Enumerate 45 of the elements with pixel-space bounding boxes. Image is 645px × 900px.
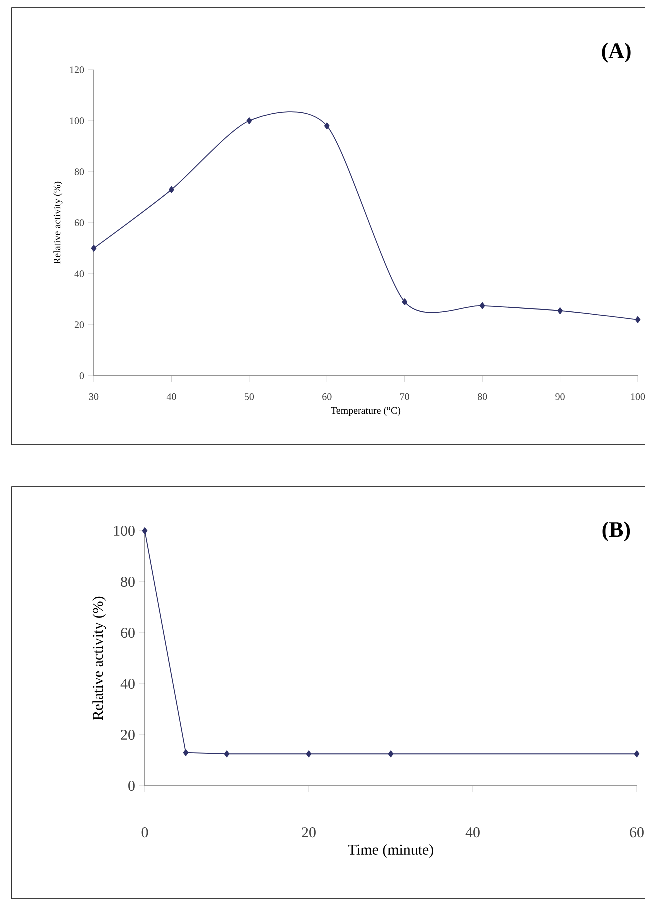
y-tick-label: 20 (121, 730, 135, 740)
y-tick-label: 60 (74, 220, 84, 226)
point (183, 749, 189, 756)
x-tick-label: 30 (90, 394, 99, 400)
x-tick-label: 20 (302, 828, 316, 838)
y-tick-label: 20 (74, 322, 84, 328)
point (402, 298, 408, 306)
point (246, 118, 252, 124)
point (169, 186, 174, 194)
x-tick-label: 0 (142, 828, 148, 838)
x-tick-label: 70 (400, 394, 410, 400)
x-axis-title: Time (minute) (348, 844, 434, 858)
point (142, 528, 148, 534)
y-tick-label: 60 (121, 628, 135, 638)
y-axis-title: Relative activity (%) (54, 182, 63, 264)
y-tick-label: 40 (120, 678, 135, 690)
x-tick-label: 60 (322, 394, 332, 400)
x-tick-label: 50 (245, 394, 254, 400)
x-tick-label: 40 (166, 394, 176, 400)
point (558, 308, 563, 314)
x-tick-label: 60 (630, 828, 644, 838)
point (480, 302, 486, 310)
y-tick-label: 120 (70, 66, 84, 74)
point (91, 245, 97, 252)
x-tick-label: 90 (556, 394, 565, 400)
y-tick-label: 100 (70, 118, 84, 124)
annotation: (B) (602, 522, 630, 542)
y-tick-label: 80 (74, 168, 84, 176)
y-tick-label: 0 (128, 780, 135, 792)
point (635, 316, 641, 324)
y-tick-label: 40 (74, 270, 84, 278)
x-tick-label: 40 (466, 828, 480, 838)
y-tick-label: 100 (114, 526, 135, 536)
point (224, 750, 230, 758)
y-tick-label: 80 (121, 576, 135, 588)
point (634, 750, 640, 758)
x-tick-label: 100 (631, 394, 645, 400)
x-tick-label: 80 (478, 394, 488, 400)
point (306, 750, 312, 758)
x-axis-title: Temperature ($^{o}$C) (331, 407, 401, 416)
point (388, 750, 394, 758)
y-tick-label: 0 (80, 372, 84, 380)
text: (A) (602, 42, 631, 63)
point (324, 122, 330, 130)
y-axis-title: Relative activity (%) (92, 596, 106, 720)
